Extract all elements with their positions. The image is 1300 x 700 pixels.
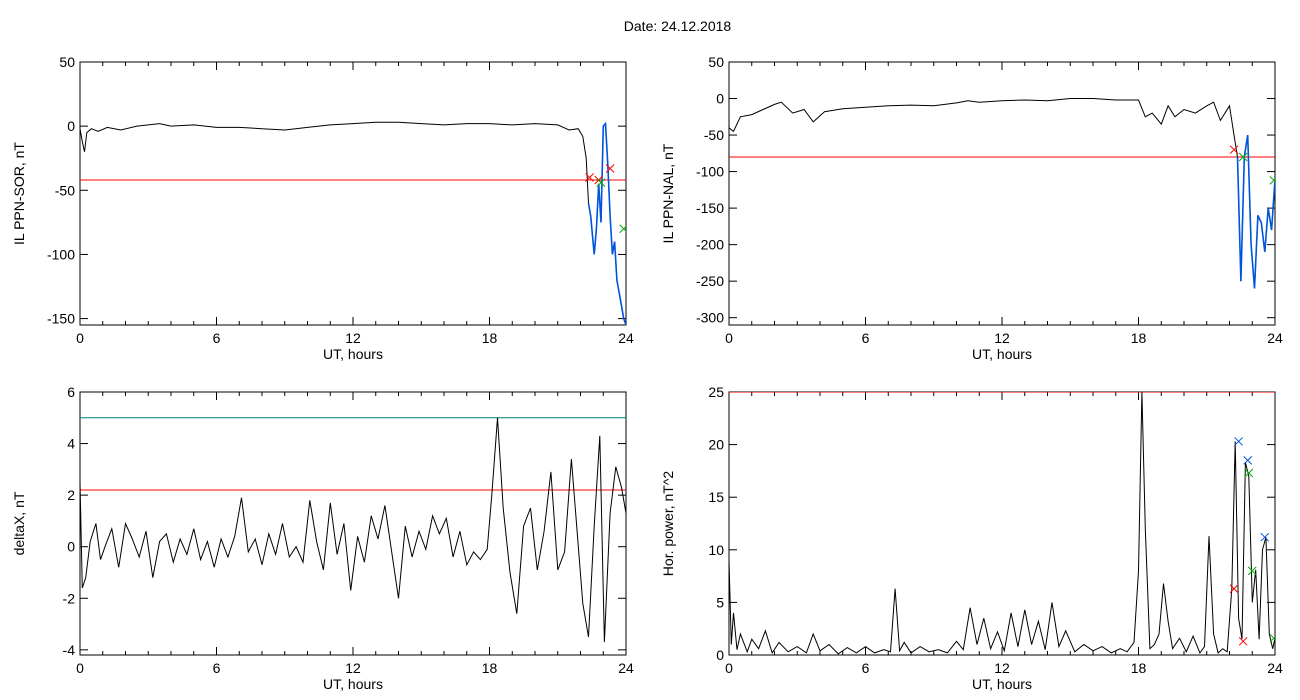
plot-frame xyxy=(79,391,627,656)
x-tick-label: 24 xyxy=(1267,330,1283,346)
y-tick-label: -300 xyxy=(696,310,724,326)
y-tick-label: 15 xyxy=(708,489,724,505)
plot-frame xyxy=(728,61,1276,326)
y-axis-label: IL PPN-NAL, nT xyxy=(660,143,676,243)
plot-area xyxy=(80,417,626,643)
plot-area xyxy=(729,98,1275,289)
y-tick-label: -250 xyxy=(696,273,724,289)
x-tick-label: 24 xyxy=(1267,660,1283,676)
plot-frame xyxy=(728,391,1276,656)
y-tick-label: 50 xyxy=(708,54,724,70)
y-tick-label: 5 xyxy=(716,594,724,610)
y-tick-label: -100 xyxy=(696,164,724,180)
y-tick-label: -200 xyxy=(696,237,724,253)
x-tick-label: 6 xyxy=(862,330,870,346)
data-trace-highlight xyxy=(587,121,626,325)
x-tick-label: 6 xyxy=(213,330,221,346)
plot-frame xyxy=(79,61,627,326)
data-trace-highlight xyxy=(1236,134,1275,289)
x-tick-label: 12 xyxy=(345,660,361,676)
y-tick-label: -2 xyxy=(63,590,76,606)
y-tick-label: 20 xyxy=(708,437,724,453)
x-tick-label: 18 xyxy=(482,660,498,676)
marker-x xyxy=(619,224,626,234)
marker-x xyxy=(1247,566,1257,576)
x-tick-label: 24 xyxy=(618,660,634,676)
x-tick-label: 18 xyxy=(1131,660,1147,676)
marker-x xyxy=(605,164,615,173)
y-tick-label: 4 xyxy=(67,436,75,452)
data-trace xyxy=(80,417,626,643)
y-tick-label: -100 xyxy=(47,246,75,262)
panel-hor-power: 0 6 12 18 24 25 20 15 10 5 0 UT, hours Hor. power, n… xyxy=(660,384,1283,692)
marker-x xyxy=(1269,633,1275,643)
data-trace xyxy=(729,98,1275,289)
x-axis-label: UT, hours xyxy=(323,346,383,362)
y-axis-label: Hor. power, nT^2 xyxy=(660,471,676,577)
x-tick-label: 18 xyxy=(482,330,498,346)
x-tick-label: 0 xyxy=(76,330,84,346)
y-tick-label: 0 xyxy=(716,647,724,663)
x-tick-label: 0 xyxy=(725,330,733,346)
plot-area xyxy=(729,392,1275,655)
x-axis-label: UT, hours xyxy=(972,346,1032,362)
y-tick-label: -50 xyxy=(704,127,724,143)
marker-x xyxy=(1238,152,1248,162)
marker-x xyxy=(1229,145,1239,155)
y-axis-label: IL PPN-SOR, nT xyxy=(11,142,27,245)
panel-deltax: 0 6 12 18 24 6 4 2 0 -2 -4 UT, hours deltaX, nT xyxy=(11,384,634,692)
marker-x xyxy=(1229,584,1239,594)
x-tick-label: 6 xyxy=(862,660,870,676)
y-tick-label: 10 xyxy=(708,542,724,558)
y-axis-label: deltaX, nT xyxy=(11,491,27,555)
marker-x xyxy=(596,178,606,187)
data-trace xyxy=(729,392,1275,655)
x-tick-label: 24 xyxy=(618,330,634,346)
y-tick-label: 0 xyxy=(67,539,75,555)
x-tick-label: 12 xyxy=(345,330,361,346)
x-tick-label: 12 xyxy=(994,330,1010,346)
x-tick-label: 6 xyxy=(213,660,221,676)
plot-area xyxy=(80,121,626,325)
marker-x xyxy=(1244,468,1254,478)
marker-x xyxy=(1234,437,1243,446)
y-tick-label: 50 xyxy=(59,54,75,70)
y-tick-label: 2 xyxy=(67,487,75,503)
marker-x xyxy=(1243,456,1253,465)
x-tick-label: 18 xyxy=(1131,330,1147,346)
marker-x xyxy=(1260,532,1270,542)
y-tick-label: 25 xyxy=(708,384,724,400)
y-tick-label: -50 xyxy=(55,182,75,198)
y-tick-label: 0 xyxy=(67,118,75,134)
y-tick-label: -150 xyxy=(47,311,75,327)
x-tick-label: 0 xyxy=(76,660,84,676)
y-tick-label: -150 xyxy=(696,200,724,216)
panel-il-ppn-nal: 0 6 12 18 24 50 0 -50 -100 -150 -200 -250 -300 UT, ho… xyxy=(660,54,1283,362)
marker-x xyxy=(1238,636,1248,646)
y-tick-label: 6 xyxy=(67,384,75,400)
x-axis-label: UT, hours xyxy=(323,676,383,692)
data-trace xyxy=(80,121,626,325)
x-axis-label: UT, hours xyxy=(972,676,1032,692)
panel-il-ppn-sor: 0 6 12 18 24 50 0 -50 -100 -150 UT, hours IL PPN-SO… xyxy=(11,54,634,362)
x-tick-label: 0 xyxy=(725,660,733,676)
figure-title: Date: 24.12.2018 xyxy=(623,18,732,34)
y-tick-label: -4 xyxy=(63,642,76,658)
marker-x xyxy=(1269,175,1275,185)
marker-x xyxy=(585,173,594,182)
y-tick-label: 0 xyxy=(716,91,724,107)
x-tick-label: 12 xyxy=(994,660,1010,676)
